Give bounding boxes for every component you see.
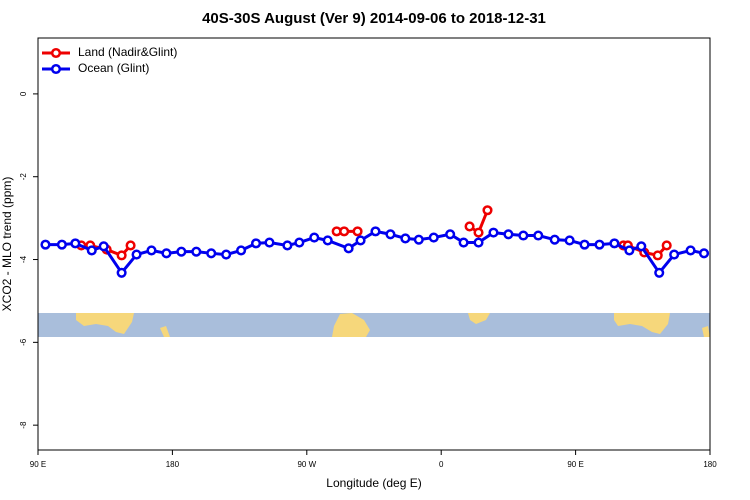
legend-label: Ocean (Glint): [78, 61, 149, 75]
legend-label: Land (Nadir&Glint): [78, 45, 177, 59]
data-point: [445, 229, 456, 240]
data-point: [518, 230, 529, 241]
data-point: [116, 267, 127, 278]
chart-title: 40S-30S August (Ver 9) 2014-09-06 to 201…: [202, 10, 546, 27]
x-tick-label: 90 E: [30, 460, 46, 469]
data-point: [685, 245, 696, 256]
data-point: [176, 246, 187, 257]
data-point: [221, 249, 232, 260]
land-shape: [160, 326, 170, 337]
data-point: [236, 245, 247, 256]
data-point: [86, 245, 97, 256]
data-point: [482, 205, 493, 216]
data-point: [294, 237, 305, 248]
data-point: [352, 226, 363, 237]
data-point: [206, 248, 217, 259]
data-point: [70, 238, 81, 249]
data-point: [698, 248, 710, 259]
data-point: [549, 234, 560, 245]
land-shape: [76, 313, 134, 334]
data-point: [654, 267, 665, 278]
data-point: [400, 233, 411, 244]
y-tick-label: -4: [19, 255, 28, 263]
x-tick-label: 180: [166, 460, 180, 469]
data-point: [624, 245, 635, 256]
data-point: [264, 237, 275, 248]
data-point: [146, 245, 157, 256]
land-shape: [702, 326, 710, 337]
data-point: [636, 241, 647, 252]
y-axis-label: XCO2 - MLO trend (ppm): [0, 177, 14, 312]
data-point: [609, 238, 620, 249]
x-tick-label: 0: [439, 460, 444, 469]
data-point: [309, 232, 320, 243]
y-tick-label: -2: [19, 173, 28, 181]
data-point: [669, 249, 680, 260]
legend-marker: [50, 47, 62, 59]
data-point: [385, 229, 396, 240]
data-point: [579, 239, 590, 250]
x-tick-label: 180: [703, 460, 717, 469]
data-point: [661, 240, 672, 251]
ocean-band: [38, 313, 710, 337]
data-point: [56, 239, 67, 250]
plot-frame: [37, 37, 711, 451]
data-point: [428, 232, 439, 243]
map-strip: [38, 313, 710, 337]
data-point: [594, 239, 605, 250]
data-point: [191, 246, 202, 257]
land-shape: [332, 313, 370, 337]
data-point: [355, 235, 366, 246]
legend-marker: [50, 63, 62, 75]
data-point: [564, 235, 575, 246]
data-point: [370, 226, 381, 237]
data-point: [488, 227, 499, 238]
y-tick-label: -8: [19, 421, 28, 429]
data-point: [125, 240, 136, 251]
data-point: [652, 250, 663, 261]
data-point: [343, 243, 354, 254]
data-point: [339, 226, 350, 237]
x-axis-label: Longitude (deg E): [326, 476, 421, 490]
data-point: [131, 249, 142, 260]
data-point: [40, 239, 51, 250]
data-point: [503, 229, 514, 240]
data-point: [282, 240, 293, 251]
data-point: [116, 250, 127, 261]
data-point: [458, 237, 469, 248]
y-tick-label: 0: [19, 91, 28, 96]
land-shape: [614, 313, 670, 334]
series-line: [45, 229, 705, 276]
x-tick-label: 90 E: [567, 460, 583, 469]
data-point: [464, 221, 475, 232]
data-point: [98, 241, 109, 252]
data-point: [533, 230, 544, 241]
data-point: [322, 235, 333, 246]
y-tick-label: -6: [19, 338, 28, 346]
data-point: [161, 248, 172, 259]
x-tick-label: 90 W: [297, 460, 316, 469]
land-shape: [468, 313, 490, 324]
data-point: [250, 238, 262, 249]
data-point: [413, 234, 424, 245]
data-point: [473, 237, 484, 248]
data-point: [473, 227, 484, 238]
